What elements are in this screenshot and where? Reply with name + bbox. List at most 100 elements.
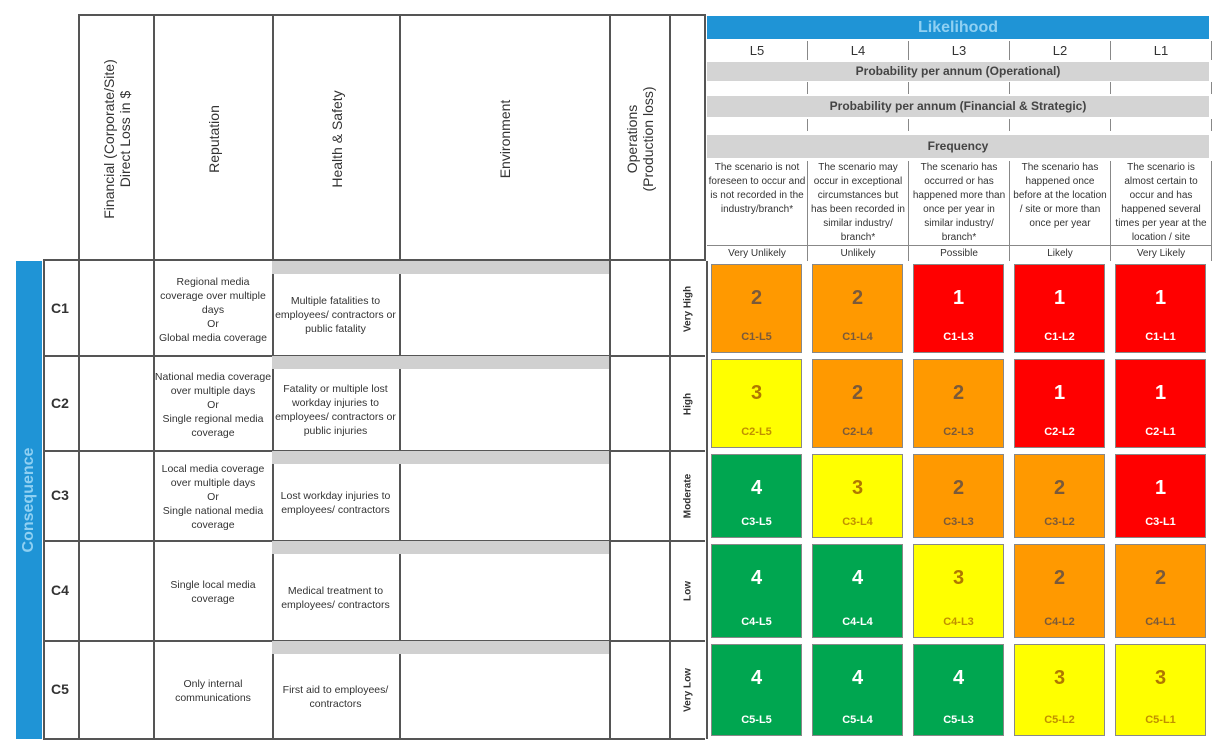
severity-label: High (682, 392, 694, 415)
risk-score: 2 (952, 477, 965, 499)
severity-label: Moderate (682, 473, 694, 519)
likelihood-name: Very Unlikely (707, 245, 808, 261)
risk-score: 2 (851, 382, 864, 404)
grid-vline (153, 261, 155, 739)
risk-code: C5-L4 (842, 714, 873, 726)
risk-score: 2 (750, 287, 763, 309)
severity-label: Low (682, 581, 694, 601)
likelihood-name: Unlikely (808, 245, 909, 261)
severity-label: Very High (682, 285, 694, 332)
risk-cell-c2-l2[interactable]: 1 C2-L2 (1014, 359, 1105, 448)
risk-code: C5-L5 (741, 714, 772, 726)
grid-vline (399, 261, 401, 739)
frequency-description: The scenario is not foreseen to occur an… (707, 161, 808, 245)
grid-vline (609, 261, 611, 739)
risk-score: 3 (750, 382, 763, 404)
risk-cell-c4-l1[interactable]: 2 C4-L1 (1115, 544, 1206, 638)
risk-cell-c2-l5[interactable]: 3 C2-L5 (711, 359, 802, 448)
operations-header: Operations (Production loss) (609, 14, 669, 261)
risk-cell-c4-l2[interactable]: 2 C4-L2 (1014, 544, 1105, 638)
risk-code: C5-L2 (1044, 714, 1075, 726)
risk-cell-c1-l2[interactable]: 1 C1-L2 (1014, 264, 1105, 353)
consequence-row-id: C5 (51, 681, 69, 697)
risk-cell-c1-l5[interactable]: 2 C1-L5 (711, 264, 802, 353)
risk-score: 1 (952, 287, 965, 309)
prob-operational-cell (1010, 82, 1111, 94)
risk-code: C3-L3 (943, 516, 974, 528)
consequence-row-id: C1 (51, 299, 69, 316)
reputation-header-label: Reputation (205, 104, 222, 173)
prob-financial-cell (808, 119, 909, 131)
risk-score: 4 (750, 667, 763, 689)
risk-cell-c3-l4[interactable]: 3 C3-L4 (812, 454, 903, 538)
prob-operational-cell (909, 82, 1010, 94)
environment-gray-bar (272, 451, 609, 464)
risk-cell-c4-l5[interactable]: 4 C4-L5 (711, 544, 802, 638)
risk-cell-c2-l3[interactable]: 2 C2-L3 (913, 359, 1004, 448)
likelihood-level-l5: L5 (707, 41, 808, 60)
risk-score: 3 (1154, 667, 1167, 689)
prob-operational-cell (707, 82, 808, 94)
risk-cell-c3-l2[interactable]: 2 C3-L2 (1014, 454, 1105, 538)
risk-cell-c1-l4[interactable]: 2 C1-L4 (812, 264, 903, 353)
risk-cell-c1-l3[interactable]: 1 C1-L3 (913, 264, 1004, 353)
financial-header-label: Financial (Corporate/Site) Direct Loss i… (100, 58, 133, 219)
risk-score: 4 (952, 667, 965, 689)
risk-code: C3-L2 (1044, 516, 1075, 528)
severity-header (669, 14, 706, 261)
frequency-description: The scenario is almost certain to occur … (1111, 161, 1212, 245)
risk-cell-c3-l1[interactable]: 1 C3-L1 (1115, 454, 1206, 538)
operations-header-label: Operations (Production loss) (623, 85, 656, 192)
reputation-cell: National media coverage over multiple da… (154, 370, 272, 439)
risk-score: 4 (750, 567, 763, 589)
risk-code: C4-L5 (741, 616, 772, 628)
health-safety-cell: Fatality or multiple lost workday injuri… (275, 383, 396, 437)
risk-score: 2 (952, 382, 965, 404)
risk-code: C2-L3 (943, 426, 974, 438)
risk-cell-c2-l1[interactable]: 1 C2-L1 (1115, 359, 1206, 448)
likelihood-level-l3: L3 (909, 41, 1010, 60)
risk-score: 2 (1053, 567, 1066, 589)
risk-score: 3 (851, 477, 864, 499)
risk-code: C1-L3 (943, 331, 974, 343)
likelihood-level-l1: L1 (1111, 41, 1212, 60)
risk-cell-c5-l1[interactable]: 3 C5-L1 (1115, 644, 1206, 736)
health-safety-header-label: Health & Safety (328, 89, 345, 188)
risk-cell-c5-l4[interactable]: 4 C5-L4 (812, 644, 903, 736)
grid-vline (43, 261, 45, 739)
environment-gray-bar (272, 541, 609, 554)
risk-cell-c4-l3[interactable]: 3 C4-L3 (913, 544, 1004, 638)
health-safety-cell: Lost workday injuries to employees/ cont… (280, 489, 391, 516)
health-safety-cell: Medical treatment to employees/ contract… (281, 584, 390, 611)
frequency-description: The scenario has happened once before at… (1010, 161, 1111, 245)
risk-code: C4-L3 (943, 616, 974, 628)
risk-score: 3 (952, 567, 965, 589)
risk-cell-c1-l1[interactable]: 1 C1-L1 (1115, 264, 1206, 353)
risk-cell-c5-l5[interactable]: 4 C5-L5 (711, 644, 802, 736)
risk-code: C5-L1 (1145, 714, 1176, 726)
grid-hline (43, 259, 705, 261)
reputation-cell: Single local media coverage (170, 579, 256, 605)
risk-cell-c2-l4[interactable]: 2 C2-L4 (812, 359, 903, 448)
prob-financial-cell (1111, 119, 1212, 131)
likelihood-title: Likelihood (707, 16, 1209, 39)
consequence-row-id: C2 (51, 394, 69, 411)
risk-code: C2-L5 (741, 426, 772, 438)
risk-score: 1 (1154, 287, 1167, 309)
grid-vline (706, 261, 708, 739)
risk-cell-c3-l3[interactable]: 2 C3-L3 (913, 454, 1004, 538)
likelihood-name: Very Likely (1111, 245, 1212, 261)
risk-cell-c5-l3[interactable]: 4 C5-L3 (913, 644, 1004, 736)
risk-code: C1-L1 (1145, 331, 1176, 343)
risk-score: 1 (1154, 477, 1167, 499)
severity-label: Very Low (682, 668, 694, 712)
environment-gray-bar (272, 356, 609, 369)
environment-gray-bar (272, 261, 609, 274)
risk-cell-c3-l5[interactable]: 4 C3-L5 (711, 454, 802, 538)
risk-cell-c5-l2[interactable]: 3 C5-L2 (1014, 644, 1105, 736)
risk-cell-c4-l4[interactable]: 4 C4-L4 (812, 544, 903, 638)
grid-vline (78, 261, 80, 739)
risk-score: 1 (1154, 382, 1167, 404)
grid-vline (669, 261, 671, 739)
reputation-cell: Local media coverage over multiple days … (161, 463, 265, 531)
